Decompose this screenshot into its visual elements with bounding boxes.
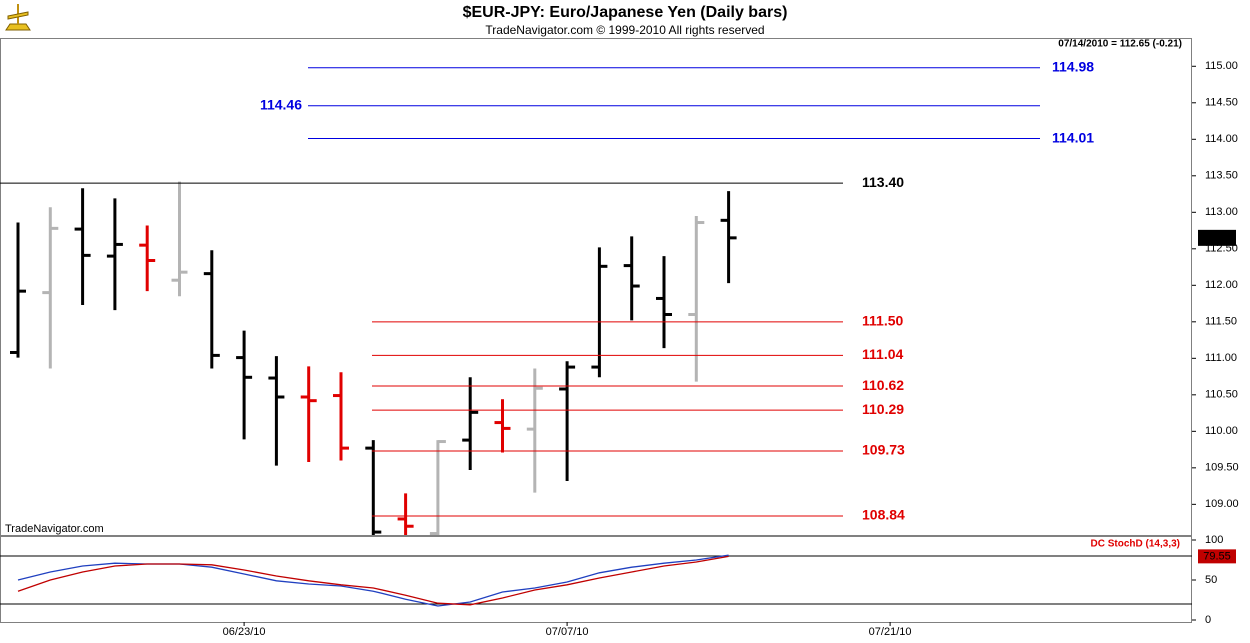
last-value-label: 79.55 <box>1203 550 1231 562</box>
watermark: TradeNavigator.com <box>5 523 104 535</box>
stoch-panel <box>0 536 1192 623</box>
header-note: 07/14/2010 = 112.65 (-0.21) <box>1058 39 1182 50</box>
level-label: 114.98 <box>1052 58 1094 74</box>
y-tick-label: 115.00 <box>1205 60 1238 72</box>
y-tick-label: 111.50 <box>1205 316 1237 328</box>
last-price-label: 112.65 <box>1201 232 1234 244</box>
y-tick-label: 113.00 <box>1205 206 1238 218</box>
level-label: 113.40 <box>862 174 904 190</box>
price-plot <box>10 181 737 535</box>
x-tick-label: 07/07/10 <box>546 626 589 638</box>
level-label: 109.73 <box>862 442 905 458</box>
y-tick-label: 0 <box>1205 614 1211 626</box>
y-tick-label: 110.50 <box>1205 389 1238 401</box>
level-label: 110.29 <box>862 401 904 417</box>
indicator-line <box>17 554 729 607</box>
level-label: 111.04 <box>862 346 903 362</box>
y-tick-label: 112.00 <box>1205 279 1238 291</box>
y-tick-label: 50 <box>1205 574 1217 586</box>
chart-title: $EUR-JPY: Euro/Japanese Yen (Daily bars) <box>463 4 788 21</box>
price-panel <box>0 38 1192 536</box>
level-label: 110.62 <box>862 377 904 393</box>
y-tick-label: 114.00 <box>1205 133 1238 145</box>
chart-subtitle: TradeNavigator.com © 1999-2010 All right… <box>485 23 764 37</box>
level-label: 108.84 <box>862 507 905 523</box>
x-tick-label: 07/21/10 <box>869 626 912 638</box>
indicator-title: DC StochD (14,3,3) <box>1091 539 1180 550</box>
x-tick-label: 06/23/10 <box>223 626 266 638</box>
y-tick-label: 109.50 <box>1205 462 1239 474</box>
indicator-line <box>17 555 729 606</box>
y-tick-label: 114.50 <box>1205 97 1238 109</box>
last-value-box <box>1198 549 1236 564</box>
level-label: 114.46 <box>260 96 302 112</box>
logo <box>5 4 31 31</box>
y-tick-label: 109.00 <box>1205 498 1239 510</box>
level-label: 114.01 <box>1052 129 1094 145</box>
last-price-box <box>1198 229 1236 246</box>
y-tick-label: 111.00 <box>1205 352 1237 364</box>
y-tick-label: 113.50 <box>1205 170 1238 182</box>
y-tick-label: 100 <box>1205 534 1223 546</box>
level-label: 111.50 <box>862 313 903 329</box>
y-tick-label: 110.00 <box>1205 425 1238 437</box>
